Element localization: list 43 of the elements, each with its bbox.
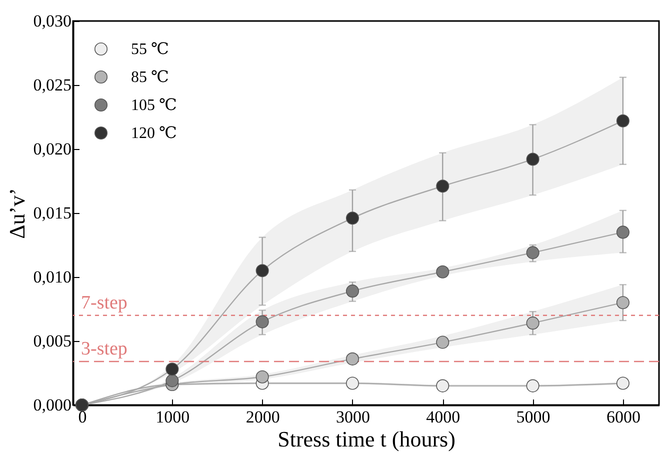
point bbox=[436, 265, 450, 278]
point bbox=[526, 152, 540, 166]
point bbox=[526, 246, 540, 260]
legend-label: 55 ℃ bbox=[131, 41, 169, 58]
ref-line-label: 3-step bbox=[81, 338, 128, 360]
y-axis-title: Δu’v’ bbox=[4, 188, 30, 239]
point bbox=[436, 379, 450, 392]
point bbox=[256, 370, 269, 384]
point bbox=[346, 352, 359, 366]
y-tick-label: 0,010 bbox=[33, 268, 72, 286]
ref-line-label: 7-step bbox=[81, 292, 128, 314]
x-axis-title: Stress time t (hours) bbox=[278, 426, 456, 452]
point bbox=[526, 379, 540, 392]
legend-label: 120 ℃ bbox=[131, 125, 177, 142]
point bbox=[526, 316, 540, 330]
x-tick-label: 0 bbox=[78, 408, 87, 426]
point bbox=[256, 264, 269, 278]
x-tick-label: 4000 bbox=[426, 408, 460, 426]
x-tick-label: 5000 bbox=[516, 408, 550, 426]
legend-label: 105 ℃ bbox=[131, 97, 177, 114]
point bbox=[616, 226, 630, 239]
y-tick-label: 0,030 bbox=[33, 12, 72, 30]
x-tick-label: 3000 bbox=[336, 408, 370, 426]
point bbox=[256, 315, 269, 328]
x-tick-label: 6000 bbox=[606, 408, 640, 426]
point bbox=[346, 212, 359, 225]
x-tick-label: 1000 bbox=[156, 408, 190, 426]
point bbox=[436, 180, 450, 193]
point bbox=[166, 362, 179, 376]
point bbox=[346, 284, 359, 298]
legend-label: 85 ℃ bbox=[131, 69, 169, 86]
y-tick-label: 0,025 bbox=[33, 76, 72, 94]
point bbox=[346, 376, 359, 390]
point bbox=[616, 376, 630, 390]
point bbox=[616, 296, 630, 310]
y-tick-label: 0,000 bbox=[33, 396, 72, 414]
y-tick-label: 0,020 bbox=[33, 140, 72, 158]
point bbox=[616, 114, 630, 128]
y-tick-label: 0,005 bbox=[33, 332, 72, 350]
x-tick-label: 2000 bbox=[246, 408, 280, 426]
y-tick-label: 0,015 bbox=[33, 204, 72, 222]
point bbox=[166, 374, 179, 388]
point bbox=[436, 336, 450, 349]
